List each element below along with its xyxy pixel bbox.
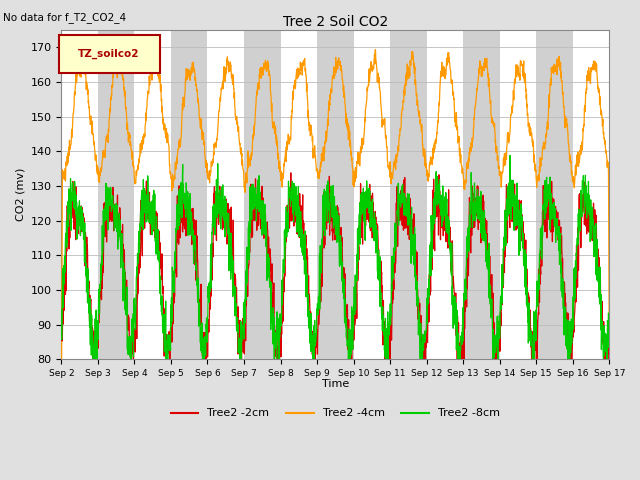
Tree2 -4cm: [605, 344, 613, 349]
Bar: [390, 30, 427, 360]
Tree2 -2cm: [211, 197, 218, 203]
Bar: [171, 30, 207, 360]
Tree2 -4cm: [58, 402, 65, 408]
Tree2 -2cm: [604, 375, 612, 381]
Bar: [317, 30, 353, 360]
Tree2 -8cm: [211, 223, 218, 228]
Tree2 -2cm: [364, 214, 371, 220]
Tree2 -4cm: [363, 95, 371, 100]
Tree2 -8cm: [344, 386, 352, 392]
Bar: [98, 30, 134, 360]
Tree2 -4cm: [572, 162, 580, 168]
Tree2 -8cm: [58, 307, 65, 313]
X-axis label: Time: Time: [322, 380, 349, 389]
Line: Tree2 -2cm: Tree2 -2cm: [61, 173, 609, 378]
Legend: Tree2 -2cm, Tree2 -4cm, Tree2 -8cm: Tree2 -2cm, Tree2 -4cm, Tree2 -8cm: [166, 404, 504, 423]
Tree2 -2cm: [572, 289, 580, 295]
Tree2 -4cm: [495, 166, 502, 171]
Line: Tree2 -4cm: Tree2 -4cm: [61, 50, 609, 405]
Tree2 -2cm: [605, 331, 613, 336]
Tree2 -8cm: [364, 187, 371, 193]
Tree2 -2cm: [351, 318, 359, 324]
Bar: [536, 30, 573, 360]
Y-axis label: CO2 (mv): CO2 (mv): [15, 168, 25, 221]
Tree2 -4cm: [371, 47, 379, 53]
Bar: [244, 30, 280, 360]
Tree2 -2cm: [58, 335, 65, 340]
Tree2 -4cm: [351, 179, 359, 184]
Tree2 -8cm: [506, 153, 514, 158]
Tree2 -2cm: [287, 170, 294, 176]
Tree2 -8cm: [557, 288, 565, 294]
Bar: [609, 30, 640, 360]
FancyBboxPatch shape: [59, 35, 160, 73]
Tree2 -8cm: [351, 272, 359, 278]
Title: Tree 2 Soil CO2: Tree 2 Soil CO2: [283, 15, 388, 29]
Tree2 -4cm: [557, 69, 565, 74]
Text: No data for f_T2_CO2_4: No data for f_T2_CO2_4: [3, 12, 126, 23]
Tree2 -2cm: [495, 348, 502, 354]
Bar: [463, 30, 500, 360]
Text: TZ_soilco2: TZ_soilco2: [78, 49, 140, 60]
Tree2 -2cm: [557, 248, 565, 254]
Tree2 -8cm: [573, 253, 580, 259]
Line: Tree2 -8cm: Tree2 -8cm: [61, 156, 609, 389]
Tree2 -8cm: [605, 323, 613, 329]
Tree2 -8cm: [495, 339, 502, 345]
Tree2 -4cm: [211, 141, 218, 147]
